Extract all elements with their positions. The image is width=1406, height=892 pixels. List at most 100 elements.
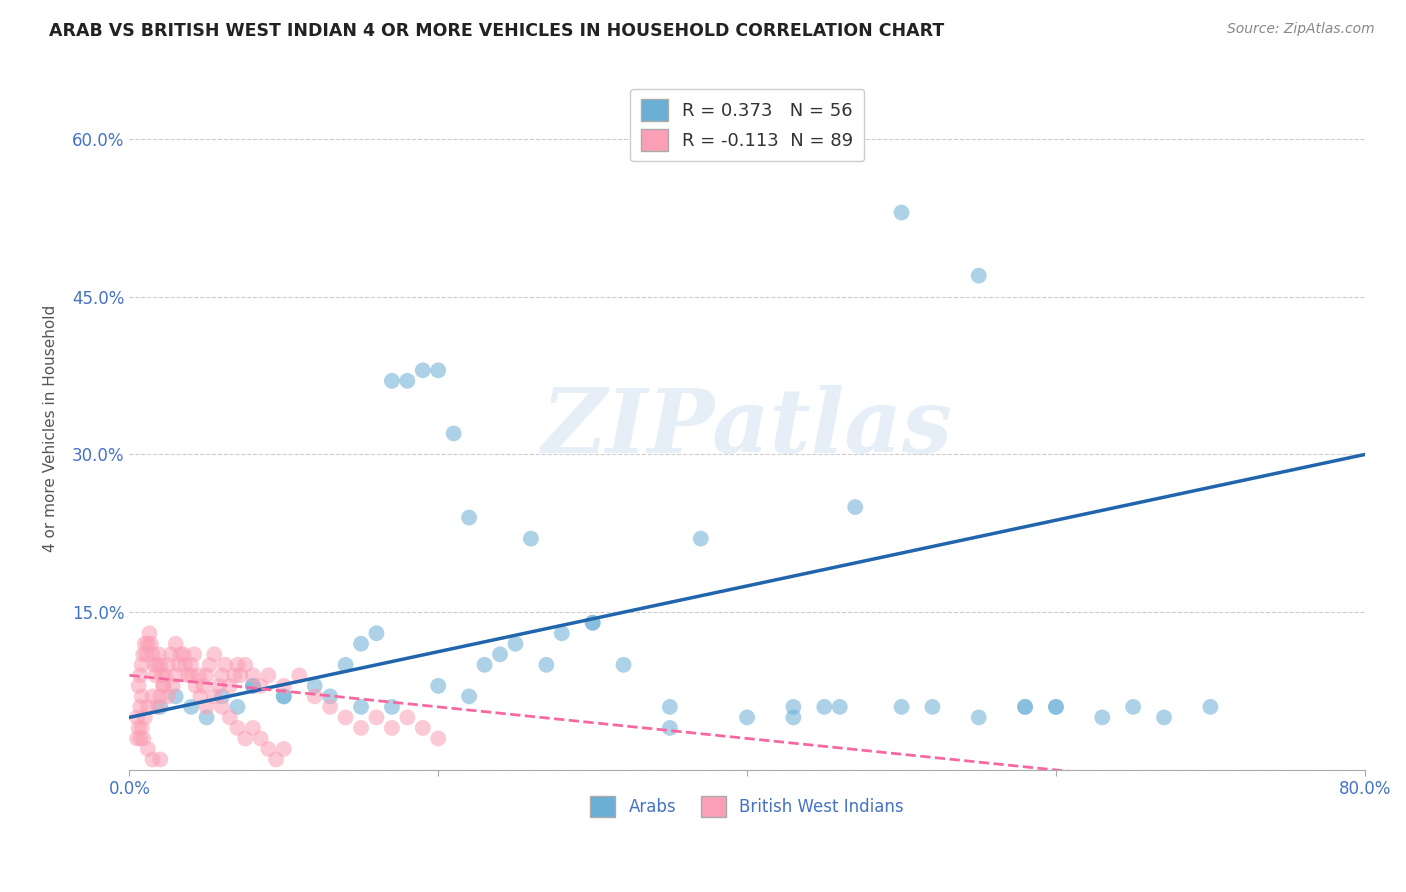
Point	[1014, 699, 1036, 714]
Point	[136, 742, 159, 756]
Point	[412, 721, 434, 735]
Point	[134, 637, 156, 651]
Point	[381, 374, 404, 388]
Point	[1045, 699, 1067, 714]
Point	[458, 510, 481, 524]
Point	[226, 699, 249, 714]
Point	[190, 690, 212, 704]
Point	[160, 648, 183, 662]
Point	[520, 532, 543, 546]
Point	[396, 374, 419, 388]
Point	[489, 648, 512, 662]
Point	[474, 657, 496, 672]
Point	[381, 699, 404, 714]
Text: ARAB VS BRITISH WEST INDIAN 4 OR MORE VEHICLES IN HOUSEHOLD CORRELATION CHART: ARAB VS BRITISH WEST INDIAN 4 OR MORE VE…	[49, 22, 945, 40]
Point	[1199, 699, 1222, 714]
Text: ZIPatlas: ZIPatlas	[541, 385, 953, 472]
Point	[304, 679, 326, 693]
Point	[169, 648, 191, 662]
Point	[233, 731, 256, 746]
Point	[218, 679, 240, 693]
Point	[288, 668, 311, 682]
Point	[198, 657, 221, 672]
Point	[582, 615, 605, 630]
Point	[350, 721, 373, 735]
Point	[132, 731, 155, 746]
Point	[427, 679, 450, 693]
Point	[427, 363, 450, 377]
Point	[242, 721, 264, 735]
Point	[226, 721, 249, 735]
Point	[180, 699, 202, 714]
Point	[273, 690, 295, 704]
Point	[193, 679, 215, 693]
Point	[319, 699, 342, 714]
Point	[257, 742, 280, 756]
Y-axis label: 4 or more Vehicles in Household: 4 or more Vehicles in Household	[44, 304, 58, 552]
Point	[174, 657, 197, 672]
Point	[242, 668, 264, 682]
Point	[211, 668, 233, 682]
Point	[141, 648, 163, 662]
Point	[136, 637, 159, 651]
Point	[183, 648, 205, 662]
Point	[257, 668, 280, 682]
Point	[782, 699, 804, 714]
Point	[139, 637, 162, 651]
Point	[582, 615, 605, 630]
Point	[689, 532, 711, 546]
Point	[172, 648, 194, 662]
Point	[412, 363, 434, 377]
Legend: Arabs, British West Indians: Arabs, British West Indians	[583, 789, 911, 823]
Point	[202, 648, 225, 662]
Point	[208, 679, 231, 693]
Point	[612, 657, 634, 672]
Point	[242, 679, 264, 693]
Point	[350, 699, 373, 714]
Point	[131, 657, 153, 672]
Point	[128, 679, 150, 693]
Point	[273, 742, 295, 756]
Point	[536, 657, 558, 672]
Point	[551, 626, 574, 640]
Point	[264, 752, 287, 766]
Point	[145, 668, 167, 682]
Point	[180, 668, 202, 682]
Point	[427, 731, 450, 746]
Point	[165, 690, 187, 704]
Point	[165, 637, 187, 651]
Point	[127, 710, 149, 724]
Point	[218, 710, 240, 724]
Point	[396, 710, 419, 724]
Point	[146, 657, 169, 672]
Point	[150, 668, 173, 682]
Point	[813, 699, 835, 714]
Point	[152, 679, 174, 693]
Point	[1153, 710, 1175, 724]
Point	[350, 637, 373, 651]
Point	[195, 699, 218, 714]
Point	[156, 690, 179, 704]
Point	[1014, 699, 1036, 714]
Point	[129, 731, 152, 746]
Point	[233, 657, 256, 672]
Point	[335, 710, 357, 724]
Point	[134, 710, 156, 724]
Point	[195, 710, 218, 724]
Point	[128, 721, 150, 735]
Point	[136, 699, 159, 714]
Text: Source: ZipAtlas.com: Source: ZipAtlas.com	[1227, 22, 1375, 37]
Point	[304, 690, 326, 704]
Point	[967, 710, 990, 724]
Point	[135, 648, 157, 662]
Point	[132, 648, 155, 662]
Point	[366, 710, 388, 724]
Point	[366, 626, 388, 640]
Point	[967, 268, 990, 283]
Point	[828, 699, 851, 714]
Point	[148, 648, 170, 662]
Point	[921, 699, 943, 714]
Point	[162, 679, 184, 693]
Point	[195, 668, 218, 682]
Point	[229, 668, 252, 682]
